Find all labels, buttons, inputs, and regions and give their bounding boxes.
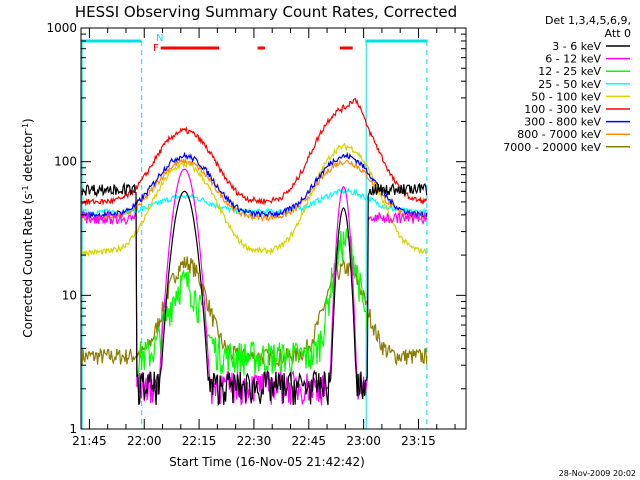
legend-entry-label: 300 - 800 keV — [524, 116, 601, 129]
y-tick-label: 10 — [62, 288, 77, 302]
x-tick-label: 22:45 — [291, 434, 326, 448]
legend-entry-label: 3 - 6 keV — [552, 40, 601, 53]
series-line — [81, 157, 428, 223]
series-line — [81, 186, 428, 218]
legend-entry-label: 50 - 100 keV — [531, 90, 601, 103]
series-line — [136, 228, 368, 377]
legend-entry-label: 100 - 300 keV — [524, 103, 601, 116]
x-tick-label: 21:45 — [72, 434, 107, 448]
flag-bars — [81, 39, 428, 50]
legend-header-detectors: Det 1,3,4,5,6,9, — [545, 14, 631, 27]
y-label-part-2: detector — [21, 131, 35, 186]
x-axis-label: Start Time (16-Nov-05 21:42:42) — [169, 455, 365, 469]
legend-entry-label: 7000 - 20000 keV — [503, 141, 601, 154]
plot-frame — [80, 27, 467, 430]
series-line — [81, 97, 428, 207]
legend-entry-label: 25 - 50 keV — [538, 78, 601, 91]
marker-n-label: N — [156, 33, 163, 44]
y-tick-label: 100 — [54, 155, 77, 169]
marker-f-label: F — [153, 43, 159, 54]
y-label-sup-2: -1 — [21, 123, 30, 131]
y-tick-label: 1000 — [46, 21, 77, 35]
timestamp: 28-Nov-2009 20:02 — [559, 469, 636, 478]
legend-entry-label: 6 - 12 keV — [545, 53, 601, 66]
y-label-sup-1: -1 — [21, 185, 30, 193]
legend-header-attenuator: Att 0 — [605, 27, 631, 40]
x-tick-label: 22:15 — [182, 434, 217, 448]
series-line — [81, 142, 428, 258]
legend-entry-label: 12 - 25 keV — [538, 65, 601, 78]
x-tick-label: 22:30 — [237, 434, 272, 448]
series-group — [81, 97, 428, 407]
x-tick-label: 22:00 — [127, 434, 162, 448]
y-axis-label: Corrected Count Rate (s-1 detector-1) — [21, 118, 36, 337]
y-tick-label: 1 — [69, 422, 77, 436]
series-line — [81, 181, 428, 407]
chart-title: HESSI Observing Summary Count Rates, Cor… — [75, 3, 457, 21]
y-axis: 1 10 100 1000 — [46, 21, 466, 436]
x-tick-label: 23:00 — [346, 434, 381, 448]
y-label-part-3: ) — [21, 118, 35, 123]
legend-entry-label: 800 - 7000 keV — [517, 128, 601, 141]
x-axis: 21:45 22:00 22:15 22:30 22:45 23:00 23:15 — [72, 28, 456, 448]
x-tick-label: 23:15 — [401, 434, 436, 448]
y-label-part-1: Corrected Count Rate (s — [21, 193, 35, 337]
series-line — [81, 151, 428, 219]
